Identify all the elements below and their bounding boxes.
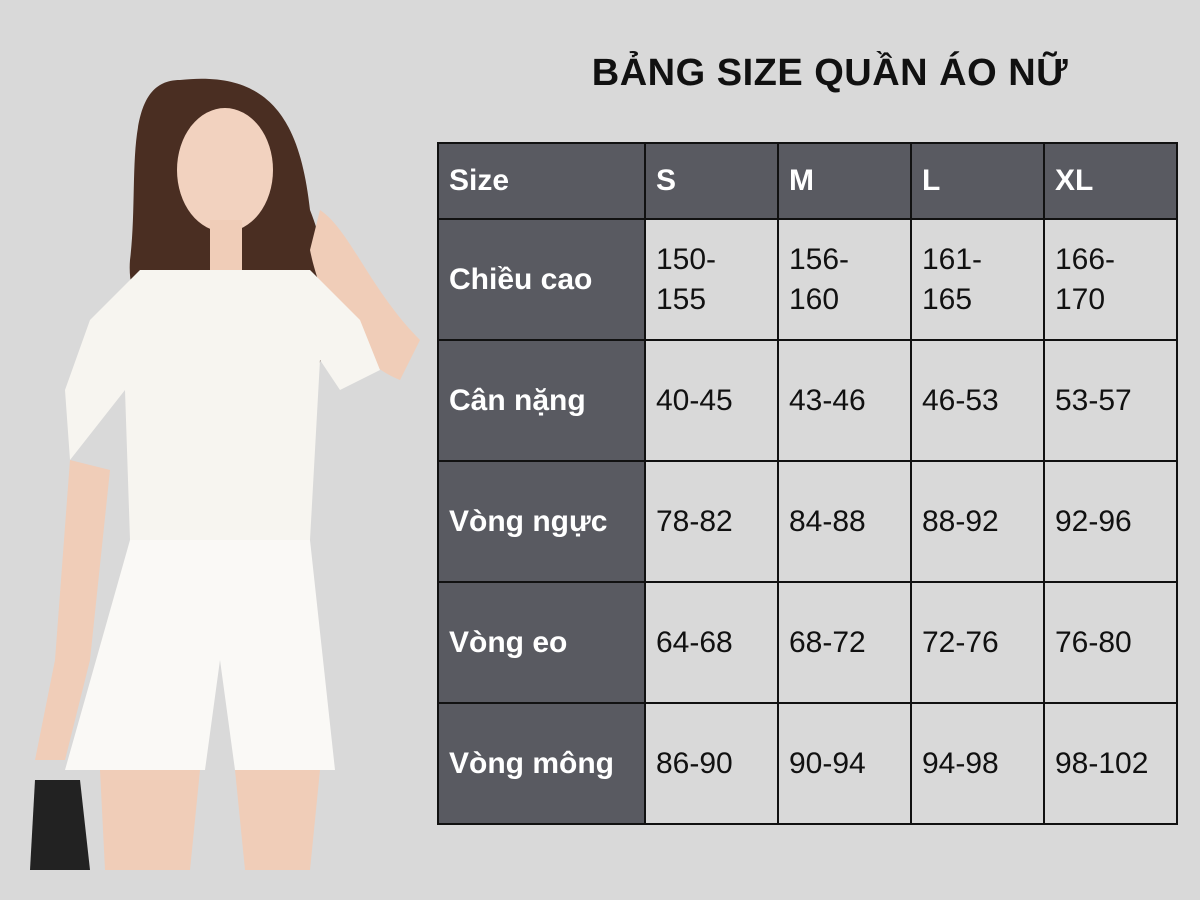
table-cell: 78-82 [644,460,779,583]
table-cell: 92-96 [1043,460,1178,583]
table-header-row: Size S M L XL [437,142,1178,220]
table-row: Chiều cao 150- 155 156- 160 161- 165 166- 17… [437,218,1178,341]
table-cell: 84-88 [777,460,912,583]
legs [100,770,320,870]
table-row: Vòng eo 64-68 68-72 72-76 76-80 [437,581,1178,704]
table-cell: 76-80 [1043,581,1178,704]
table-cell: 156- 160 [777,218,912,341]
table-cell: 46-53 [910,339,1045,462]
row-label: Cân nặng [437,339,646,462]
table-cell: 150- 155 [644,218,779,341]
neck [210,220,242,270]
header-cell: Size [437,142,646,220]
row-label: Vòng ngực [437,460,646,583]
row-label: Chiều cao [437,218,646,341]
table-cell: 43-46 [777,339,912,462]
table-cell: 72-76 [910,581,1045,704]
table-cell: 90-94 [777,702,912,825]
table-row: Cân nặng 40-45 43-46 46-53 53-57 [437,339,1178,462]
shorts [65,540,335,770]
table-cell: 53-57 [1043,339,1178,462]
table-cell: 94-98 [910,702,1045,825]
row-label: Vòng eo [437,581,646,704]
table-cell: 98-102 [1043,702,1178,825]
header-cell: M [777,142,912,220]
model-photo [30,78,420,870]
table-cell: 68-72 [777,581,912,704]
raised-arm [310,210,420,380]
table-cell: 166- 170 [1043,218,1178,341]
face [177,108,273,232]
table-cell: 88-92 [910,460,1045,583]
table-cell: 161- 165 [910,218,1045,341]
header-cell: XL [1043,142,1178,220]
blouse [65,270,380,540]
table-row: Vòng mông 86-90 90-94 94-98 98-102 [437,702,1178,825]
table-cell: 64-68 [644,581,779,704]
page-title: BẢNG SIZE QUẦN ÁO NỮ [591,52,1069,94]
size-table: Size S M L XL Chiều cao 150- 155 156- 160 … [437,142,1178,825]
row-label: Vòng mông [437,702,646,825]
table-cell: 40-45 [644,339,779,462]
table-row: Vòng ngực 78-82 84-88 88-92 92-96 [437,460,1178,583]
handbag [30,780,90,870]
header-cell: L [910,142,1045,220]
header-cell: S [644,142,779,220]
table-cell: 86-90 [644,702,779,825]
left-arm [35,460,110,760]
